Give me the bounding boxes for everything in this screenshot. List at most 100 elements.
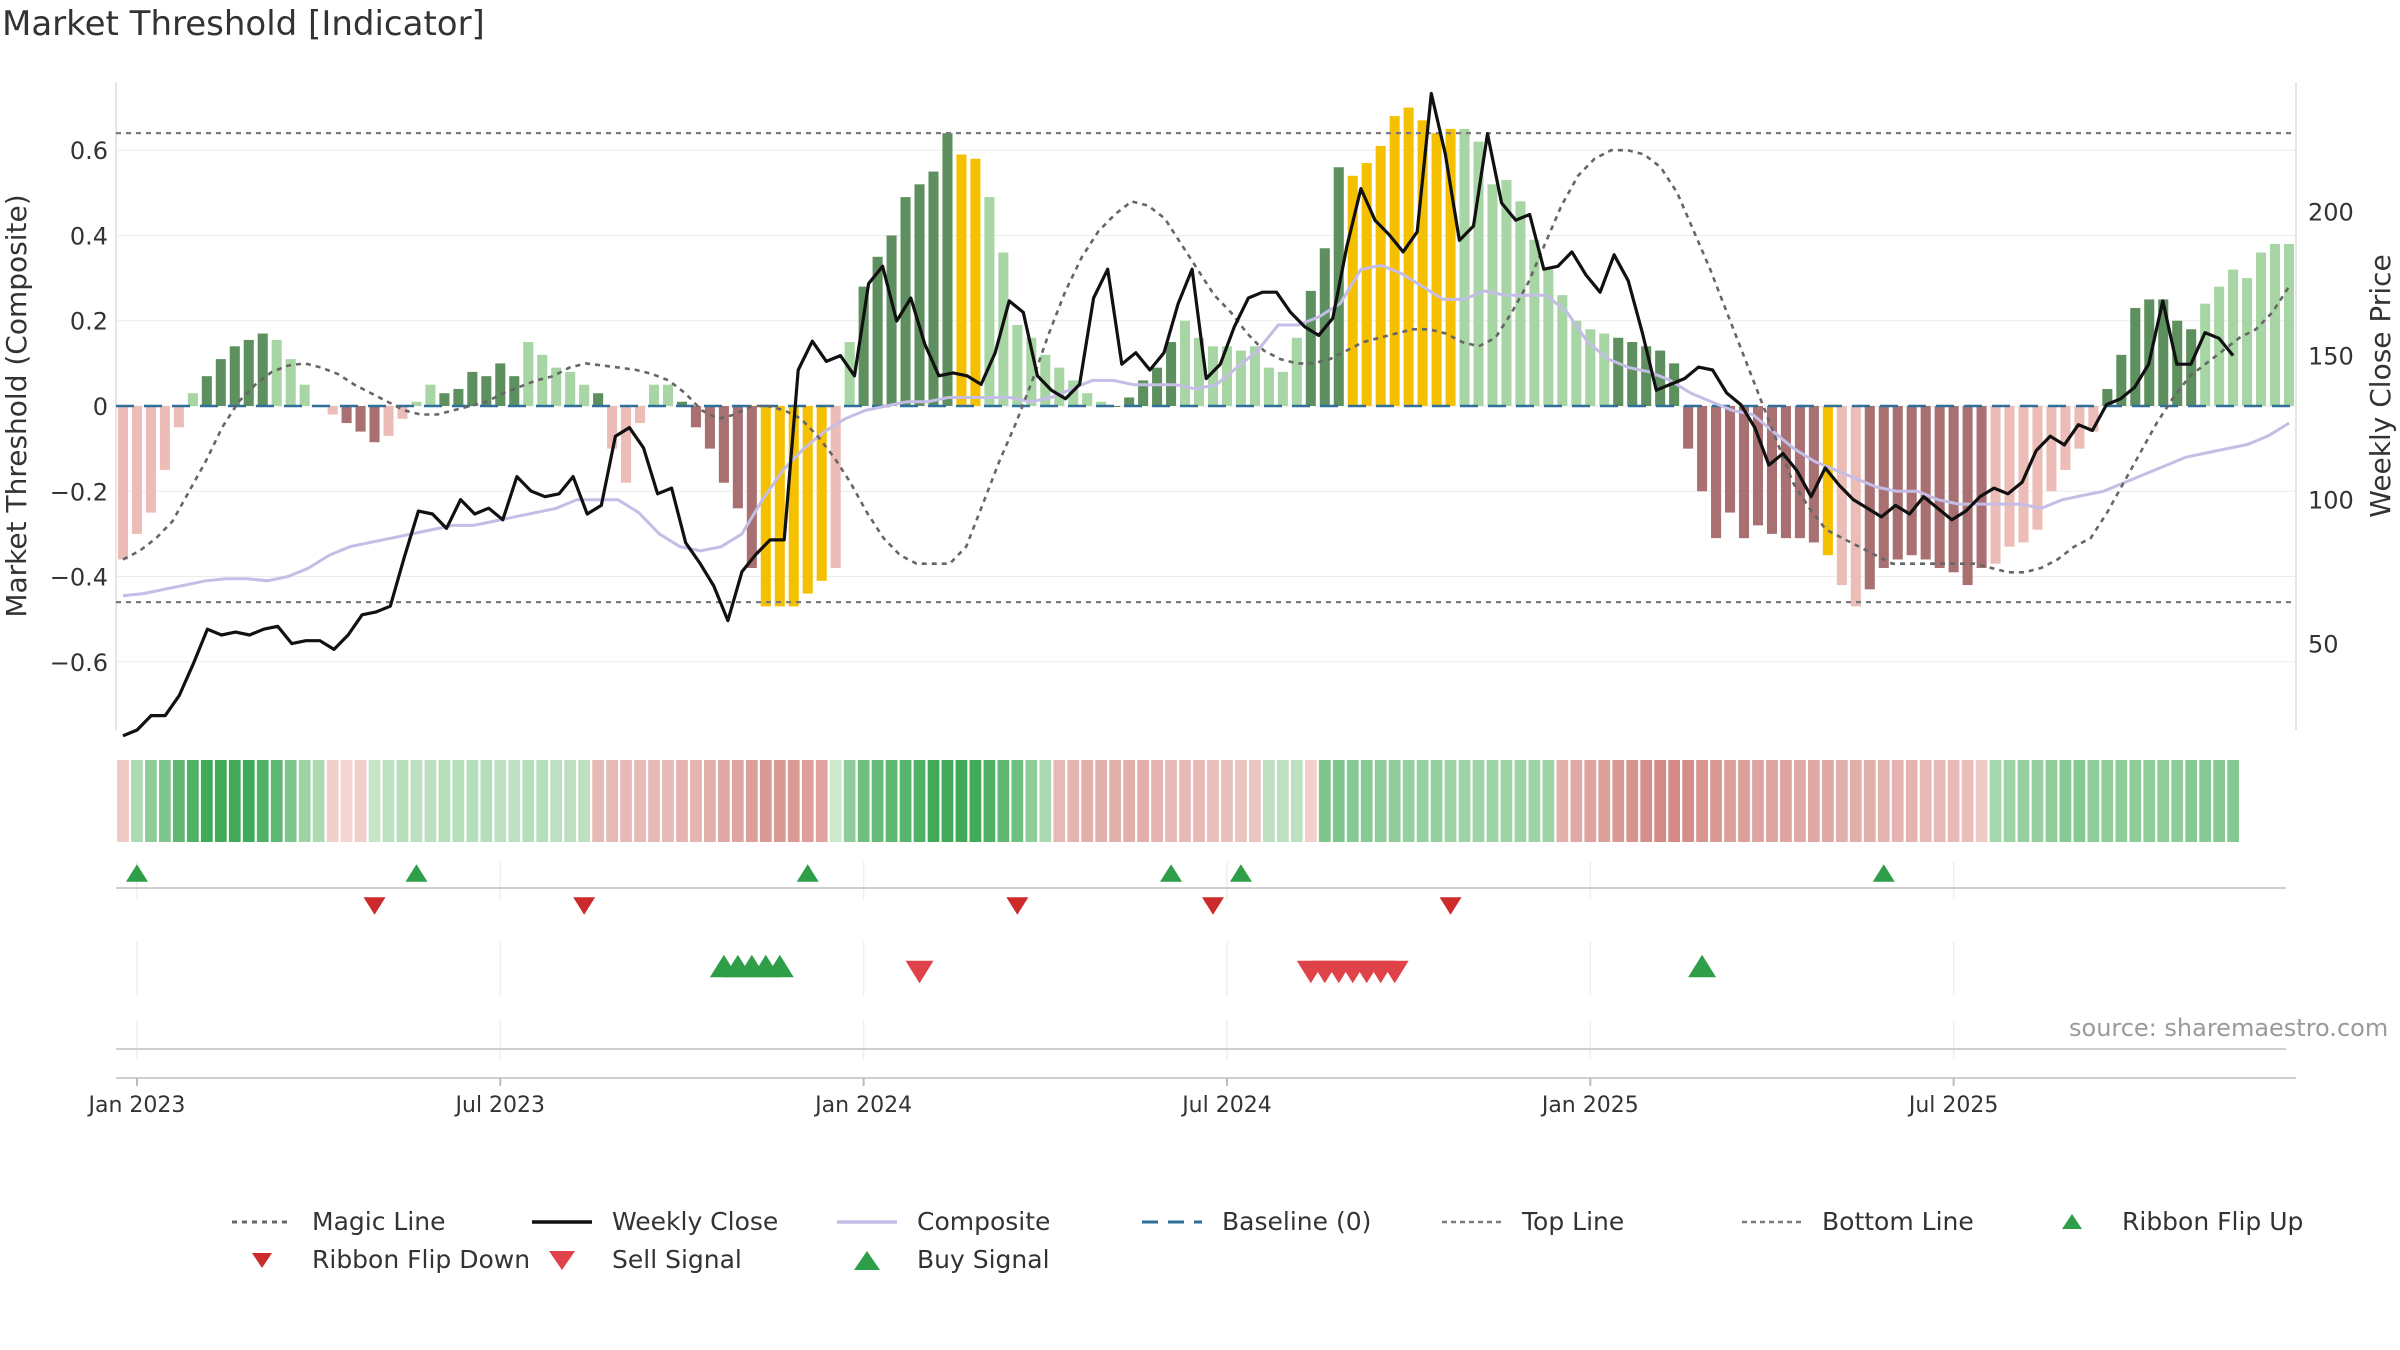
ribbon-cell xyxy=(1542,760,1555,842)
ribbon-cell xyxy=(1276,760,1289,842)
right-tick-label: 50 xyxy=(2308,631,2339,659)
composite-bar xyxy=(551,367,562,406)
composite-bar xyxy=(117,406,129,560)
ribbon-cell xyxy=(1612,760,1625,842)
ribbon-cell xyxy=(731,760,744,842)
ribbon-cell xyxy=(550,760,563,842)
composite-bar xyxy=(2144,299,2155,406)
composite-bar xyxy=(145,406,156,513)
ribbon-cell xyxy=(564,760,577,842)
composite-bar xyxy=(1403,107,1414,406)
left-tick-label: −0.2 xyxy=(50,478,108,506)
ribbon-cell xyxy=(1766,760,1778,842)
composite-bar xyxy=(327,406,338,415)
ribbon-cell xyxy=(1584,760,1597,842)
ribbon-cell xyxy=(1849,760,1862,842)
composite-bar xyxy=(1669,363,1680,406)
ribbon-cell xyxy=(1179,760,1191,842)
sell-legend-swatch xyxy=(549,1250,575,1270)
composite-bar xyxy=(1054,367,1065,406)
legend-label: Ribbon Flip Up xyxy=(2122,1207,2304,1236)
composite-bar xyxy=(2130,307,2141,406)
composite-bar xyxy=(1124,397,1135,406)
flipdown-legend-swatch xyxy=(252,1252,272,1268)
ribbon-cell xyxy=(1961,760,1974,842)
composite-bar xyxy=(1026,337,1037,406)
legend-label: Sell Signal xyxy=(612,1245,742,1274)
ribbon-cell xyxy=(284,760,297,842)
composite-bar xyxy=(369,406,380,443)
ribbon-cell xyxy=(871,760,884,842)
ribbon-cell xyxy=(1207,760,1219,842)
magic-line xyxy=(122,148,2291,574)
ribbon-cell xyxy=(1416,760,1429,842)
composite-bar xyxy=(1627,342,1638,406)
ribbon-cell xyxy=(2087,760,2100,842)
ribbon-cell xyxy=(1011,760,1024,842)
chart-legend: Magic Line Weekly Close Composite Baseline … xyxy=(230,1207,2320,1283)
ribbon-cell xyxy=(704,760,716,842)
composite-bar xyxy=(1417,120,1428,407)
composite-bar xyxy=(2256,252,2267,406)
composite-bar xyxy=(1822,406,1833,556)
composite-bar xyxy=(1347,175,1358,406)
composite-bar xyxy=(1487,184,1498,406)
ribbon-cell xyxy=(1821,760,1834,842)
ribbon-cell xyxy=(899,760,912,842)
ribbon-cell xyxy=(1249,760,1261,842)
ribbon-cell xyxy=(1696,760,1708,842)
composite-bar xyxy=(1012,325,1023,406)
buy-legend-swatch xyxy=(854,1250,880,1270)
ribbon-cell xyxy=(270,760,283,842)
composite-bar xyxy=(1571,320,1582,406)
ribbon-cell xyxy=(1486,760,1499,842)
ribbon-cell xyxy=(1332,760,1345,842)
composite-bar xyxy=(607,406,618,449)
x-tick-label: Jan 2023 xyxy=(87,1093,186,1118)
composite-bar xyxy=(537,354,548,406)
ribbon-cell xyxy=(1947,760,1960,842)
ribbon-cell xyxy=(1570,760,1583,842)
right-axis-title: Weekly Close Price xyxy=(2364,254,2397,517)
close-legend-swatch xyxy=(532,1219,592,1224)
ribbon-cell xyxy=(186,760,199,842)
legend-item-flipup: Ribbon Flip Up xyxy=(2040,1207,2303,1236)
composite-bar xyxy=(830,406,841,568)
legend-row: Magic Line Weekly Close Composite Baseline … xyxy=(230,1207,2320,1245)
ribbon-cell xyxy=(1989,760,2002,842)
composite-bar xyxy=(886,235,897,406)
composite-bar xyxy=(187,393,198,406)
ribbon-flip-up-marker xyxy=(1872,864,1895,882)
composite-bar xyxy=(411,401,422,406)
ribbon-cell xyxy=(1067,760,1080,842)
ribbon-cell xyxy=(1095,760,1108,842)
composite-bar xyxy=(1459,128,1470,407)
composite-bar xyxy=(1599,333,1610,406)
ribbon-cell xyxy=(1081,760,1094,842)
ribbon-cell xyxy=(592,760,604,842)
ribbon-cell xyxy=(648,760,660,842)
ribbon-cell xyxy=(2129,760,2142,842)
ribbon-cell xyxy=(941,760,954,842)
ribbon-cell xyxy=(117,760,129,842)
composite-bar xyxy=(621,406,632,483)
composite-bar xyxy=(1557,295,1568,406)
ribbon-cell xyxy=(1598,760,1611,842)
composite-bar xyxy=(1207,346,1219,406)
ribbon-cell xyxy=(256,760,269,842)
ribbon-cell xyxy=(2059,760,2072,842)
ribbon-cell xyxy=(242,760,255,842)
legend-label: Magic Line xyxy=(312,1207,446,1236)
ribbon-cell xyxy=(1235,760,1247,842)
composite-bar xyxy=(173,406,184,428)
ribbon-cell xyxy=(396,760,409,842)
composite-bar xyxy=(215,359,226,406)
legend-item-bottom: Bottom Line xyxy=(1740,1207,1974,1236)
composite-bar xyxy=(257,333,268,406)
composite-bar xyxy=(1096,401,1107,406)
ribbon-flip-down-marker xyxy=(1201,897,1224,915)
left-tick-label: 0 xyxy=(93,393,108,421)
buy-signal-marker xyxy=(1688,954,1717,978)
composite-bar xyxy=(1515,201,1526,406)
